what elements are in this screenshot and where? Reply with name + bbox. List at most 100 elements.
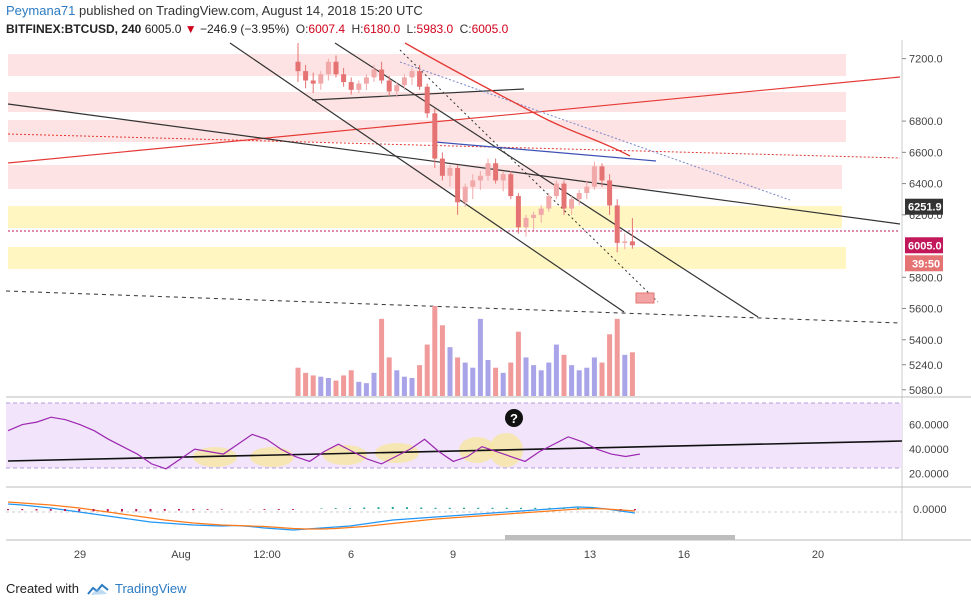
volume-bar — [379, 318, 385, 396]
volume-bar — [455, 357, 461, 396]
blue-trendline — [434, 141, 657, 162]
brand-label: TradingView — [114, 581, 187, 596]
volume-bar — [295, 367, 301, 396]
candle-body — [561, 183, 567, 209]
rsi-highlight — [250, 447, 294, 467]
volume-bar — [546, 362, 552, 396]
candle-body — [325, 61, 331, 75]
tradingview-logo-icon — [87, 583, 109, 595]
candle-body — [500, 174, 506, 181]
tradingview-link[interactable]: TradingView — [87, 581, 187, 596]
volume-bar — [531, 365, 537, 396]
candle-body — [379, 69, 385, 81]
volume-bar — [310, 375, 316, 396]
timeline-scrollbar[interactable] — [505, 535, 735, 540]
volume-bar — [538, 370, 544, 396]
time-tick-label: 29 — [74, 549, 86, 561]
low-value: 5983.0 — [416, 22, 454, 36]
price-tick-label: 5080.0 — [909, 385, 943, 397]
candle-body — [584, 186, 590, 193]
volume-bar — [576, 370, 582, 396]
last-price-label: 6005.0 — [908, 240, 942, 252]
candle-body — [614, 205, 620, 243]
countdown-label: 39:50 — [912, 258, 940, 270]
volume-bar — [470, 367, 476, 396]
candle-body — [310, 80, 316, 84]
candle-body — [485, 163, 491, 176]
demand-zone — [8, 247, 846, 269]
low-label: L: — [406, 22, 417, 36]
candle-body — [303, 71, 309, 81]
candle-body — [515, 196, 521, 228]
short-trendline — [311, 88, 525, 101]
volume-bar — [500, 372, 506, 396]
projection-box — [635, 292, 655, 304]
volume-bar — [508, 362, 514, 396]
dotted-channel — [399, 49, 659, 303]
price-tick-label: 6800.0 — [909, 116, 943, 128]
volume-bar — [561, 354, 567, 396]
footer: Created with TradingView — [6, 581, 187, 596]
candle-body — [508, 174, 514, 197]
candle-body — [348, 82, 354, 90]
channel-lower — [229, 42, 625, 313]
candle-body — [591, 166, 597, 187]
candle-body — [447, 167, 453, 176]
candle-body — [295, 61, 301, 72]
time-tick-label: 9 — [450, 549, 456, 561]
price-tick-label: 6600.0 — [909, 147, 943, 159]
volume-bar — [485, 360, 491, 396]
candle-body — [523, 217, 529, 228]
author-link[interactable]: Peymana71 — [6, 3, 76, 18]
volume-bar — [417, 365, 423, 396]
volume-bar — [348, 370, 354, 396]
macd-line — [7, 503, 636, 531]
last-price-tag — [905, 237, 943, 254]
supply-zone — [8, 54, 846, 76]
price-tick-label: 5600.0 — [909, 304, 943, 316]
candle-body — [470, 180, 476, 187]
candle-body — [333, 61, 339, 75]
volume-bar — [462, 362, 468, 396]
candle-body — [363, 77, 369, 84]
candle-body — [455, 167, 461, 203]
volume-bar — [401, 376, 407, 396]
channel-upper — [334, 42, 759, 318]
time-tick-label: 16 — [678, 549, 690, 561]
high-label: H: — [351, 22, 364, 36]
volume-bar — [493, 367, 499, 396]
price-chart[interactable]: ? 7200.06800.06600.06400.06200.05800.056… — [0, 40, 971, 570]
rsi-trendline — [7, 440, 903, 462]
question-icon[interactable] — [505, 409, 523, 427]
publish-info: published on TradingView.com, August 14,… — [79, 3, 423, 18]
price-tick-label: 5240.0 — [909, 360, 943, 372]
open-label: O: — [295, 22, 309, 36]
candle-body — [462, 186, 468, 203]
rsi-tick-label: 20.0000 — [909, 469, 949, 481]
candle-body — [629, 241, 635, 246]
volume-bar — [614, 318, 620, 396]
candle-body — [599, 166, 605, 181]
volume-bar — [591, 357, 597, 396]
candle-body — [439, 158, 445, 176]
high-value: 6180.0 — [363, 22, 401, 36]
symbol-label: BITFINEX:BTCUSD, 240 — [6, 22, 142, 36]
volume-bar — [318, 376, 324, 396]
svg-text:?: ? — [510, 411, 518, 426]
last-price: 6005.0 — [144, 22, 182, 36]
down-arrow-icon: ▼ — [184, 22, 197, 36]
dashed-support — [5, 290, 901, 324]
volume-bar — [303, 372, 309, 396]
ticker-bar: BITFINEX:BTCUSD, 240 6005.0 ▼ −246.9 (−3… — [6, 21, 508, 37]
volume-bar — [553, 344, 559, 396]
candle-body — [538, 208, 544, 215]
candle-body — [401, 77, 407, 86]
candle-body — [607, 180, 613, 206]
volume-bar — [409, 378, 415, 396]
candle-body — [569, 199, 575, 209]
time-tick-label: 13 — [584, 549, 596, 561]
price-tick-label: 5800.0 — [909, 272, 943, 284]
volume-bar — [584, 367, 590, 396]
volume-bar — [439, 325, 445, 396]
volume-bar — [607, 334, 613, 396]
